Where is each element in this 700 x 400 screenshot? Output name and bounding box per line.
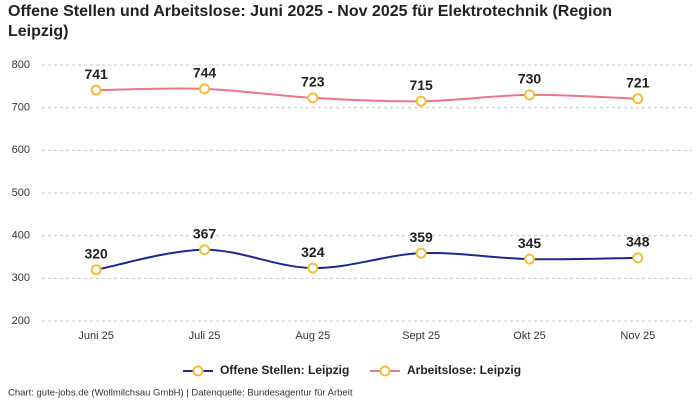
marker xyxy=(415,247,427,259)
x-tick-label: Okt 25 xyxy=(513,330,545,342)
source-note: Chart: gute-jobs.de (Wollmilchsau GmbH) … xyxy=(8,388,353,399)
value-label: 320 xyxy=(84,246,108,262)
marker xyxy=(199,244,210,256)
value-label: 345 xyxy=(518,235,542,251)
y-tick-label: 600 xyxy=(12,144,30,156)
value-label: 721 xyxy=(626,74,650,90)
marker xyxy=(632,252,644,264)
x-tick-label: Nov 25 xyxy=(620,330,655,342)
x-tick-label: Aug 25 xyxy=(295,330,330,342)
marker xyxy=(90,264,102,276)
value-label: 730 xyxy=(518,71,542,87)
legend-marker xyxy=(192,365,204,377)
marker xyxy=(632,93,644,105)
marker xyxy=(307,262,319,274)
value-label: 715 xyxy=(409,77,433,93)
y-tick-label: 700 xyxy=(12,102,30,114)
series-line xyxy=(95,248,638,271)
x-tick-label: Juni 25 xyxy=(78,330,113,342)
y-tick-label: 200 xyxy=(12,315,30,327)
series-line xyxy=(96,87,638,103)
y-tick-label: 800 xyxy=(12,59,30,71)
value-label: 723 xyxy=(301,74,325,90)
marker xyxy=(524,253,535,265)
marker xyxy=(415,95,427,107)
marker xyxy=(307,92,319,104)
value-label: 744 xyxy=(193,65,217,81)
x-tick-label: Juli 25 xyxy=(189,330,221,342)
value-label: 324 xyxy=(301,244,325,260)
legend-label: Arbeitslose: Leipzig xyxy=(407,363,521,377)
y-tick-label: 400 xyxy=(12,230,30,242)
legend-label: Offene Stellen: Leipzig xyxy=(220,363,349,377)
marker xyxy=(524,89,535,101)
y-tick-label: 500 xyxy=(12,187,30,199)
x-tick-label: Sept 25 xyxy=(402,330,440,342)
legend-marker xyxy=(379,365,391,377)
marker xyxy=(90,84,102,96)
marker xyxy=(199,83,210,95)
y-tick-label: 300 xyxy=(12,272,30,284)
value-label: 367 xyxy=(193,225,217,241)
value-label: 359 xyxy=(409,229,433,245)
value-label: 741 xyxy=(84,66,108,82)
chart-title: Offene Stellen und Arbeitslose: Juni 202… xyxy=(8,3,612,40)
value-label: 348 xyxy=(626,234,650,250)
